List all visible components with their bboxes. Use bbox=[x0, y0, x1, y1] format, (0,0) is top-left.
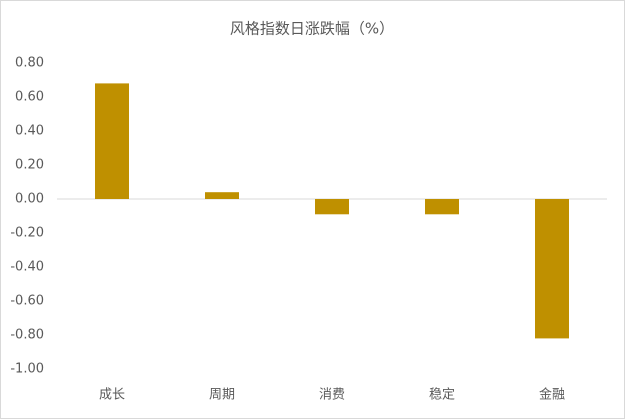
bar bbox=[205, 192, 239, 199]
x-tick-label: 金融 bbox=[539, 387, 565, 403]
y-tick-label: -0.80 bbox=[10, 328, 44, 343]
y-tick-label: 0.80 bbox=[15, 56, 44, 71]
bar bbox=[315, 199, 349, 215]
y-tick-label: -0.60 bbox=[10, 294, 44, 309]
y-tick-label: 0.00 bbox=[15, 192, 44, 207]
y-tick-label: -1.00 bbox=[10, 362, 44, 377]
chart-title: 风格指数日涨跌幅（%） bbox=[230, 20, 394, 38]
x-tick-label: 稳定 bbox=[429, 387, 455, 403]
bar bbox=[535, 199, 569, 339]
y-tick-label: 0.20 bbox=[15, 158, 44, 173]
y-tick-label: -0.20 bbox=[10, 226, 44, 241]
x-tick-label: 消费 bbox=[319, 388, 345, 403]
x-tick-label: 成长 bbox=[99, 388, 125, 403]
bar bbox=[95, 83, 129, 199]
y-tick-label: 0.40 bbox=[15, 124, 44, 139]
bar bbox=[425, 199, 459, 215]
x-tick-label: 周期 bbox=[209, 388, 235, 403]
y-tick-label: -0.40 bbox=[10, 260, 44, 275]
y-tick-label: 0.60 bbox=[15, 90, 44, 105]
